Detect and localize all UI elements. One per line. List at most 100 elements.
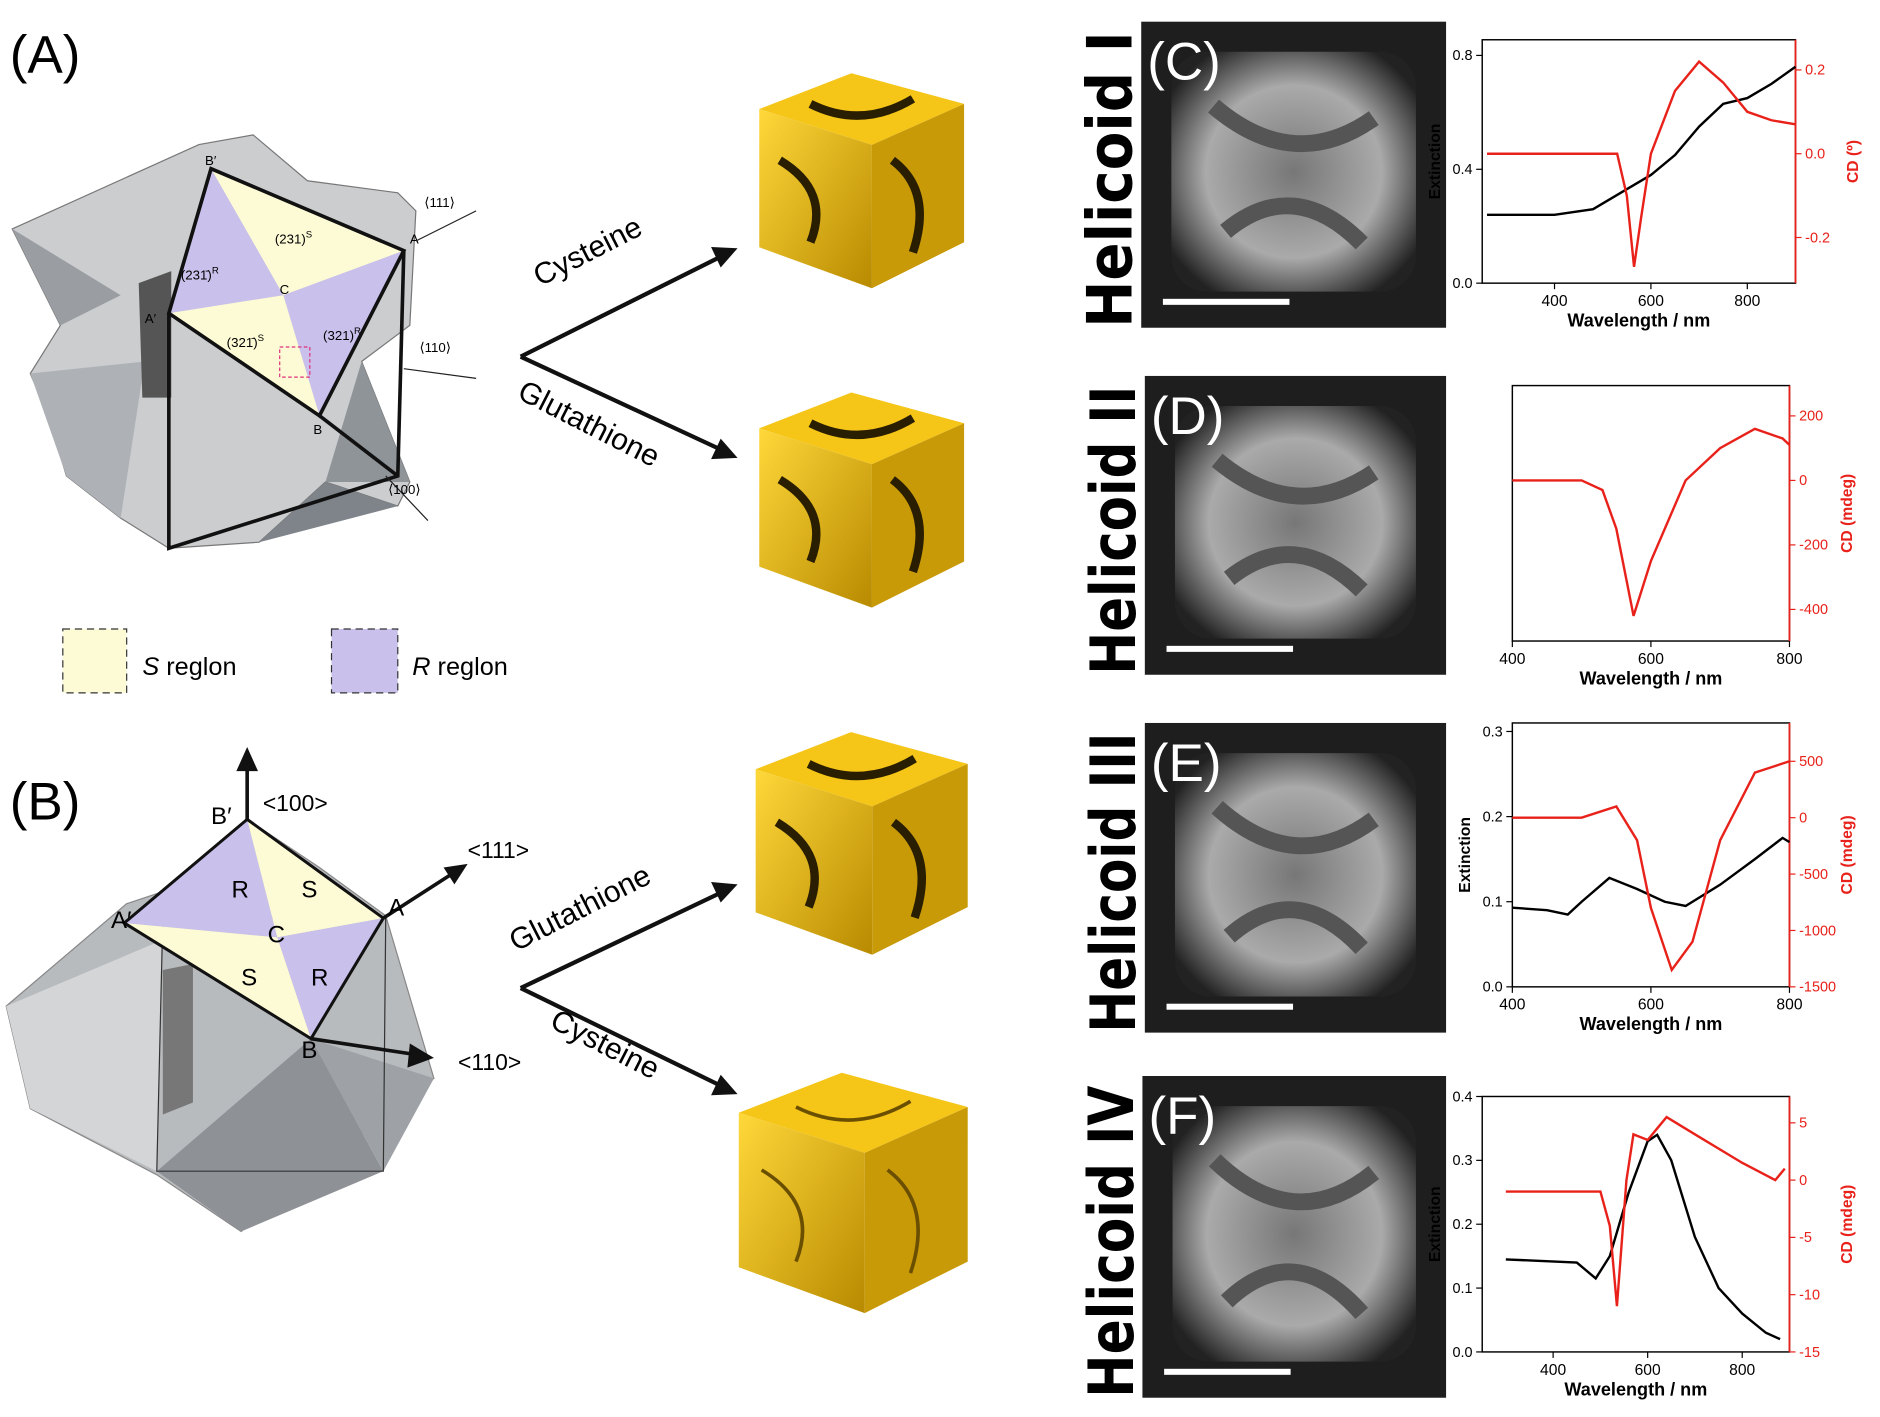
facet <box>156 1038 384 1232</box>
y2-tick-label: 0 <box>1799 1173 1807 1189</box>
x-tick-label: 400 <box>1540 1362 1566 1379</box>
y2-tick-label: -1500 <box>1799 980 1836 996</box>
series-line <box>1512 836 1791 916</box>
plot-frame <box>1511 722 1791 988</box>
branches: Cysteine Glutathione Glutathione Cystein… <box>504 210 738 1096</box>
vertex: A <box>410 231 419 246</box>
sem-texture <box>1208 99 1379 250</box>
series-line <box>1505 1133 1781 1341</box>
r-face <box>168 168 284 314</box>
x-tick-label: 800 <box>1734 293 1760 310</box>
sem-texture <box>1211 453 1379 597</box>
y-tick-label: 0.0 <box>1483 980 1503 996</box>
y-axis-label: Extinction <box>1427 1186 1444 1262</box>
series-line <box>1487 65 1797 217</box>
x-axis-label: Wavelength / nm <box>1579 668 1722 688</box>
y-tick-label: 0.8 <box>1453 48 1473 64</box>
y2-tick-label: -1000 <box>1799 923 1836 939</box>
face-label: (321̄)S <box>227 333 264 350</box>
x-tick-label: 400 <box>1499 997 1525 1014</box>
charts: 400 600 800 Wavelength / nm 0.0 0.4 0.8 Extinct… <box>1427 39 1862 1399</box>
y-tick-label: 0.2 <box>1453 1217 1473 1233</box>
face-label: (321)R <box>323 326 361 343</box>
scale-bar <box>1162 298 1290 305</box>
plot-frame <box>1481 39 1797 284</box>
chart: 400 600 800 Wavelength / nm 0.0 0.1 0.2 0.3 0.4 E… <box>1427 1089 1856 1399</box>
y2-tick-label: 5 <box>1799 1116 1807 1132</box>
s-face <box>247 819 384 938</box>
panel-label: (C) <box>1147 33 1221 92</box>
panel-b: (B) <100> <111> <110> B′ A A′ C B R S S … <box>5 747 530 1233</box>
marker <box>279 346 311 378</box>
cube-top <box>759 392 965 465</box>
x-axis-label: Wavelength / nm <box>1567 311 1710 331</box>
legend-label: S reglon <box>142 653 236 681</box>
y2-tick-label: 0.0 <box>1805 147 1825 163</box>
y-tick-label: 0.0 <box>1453 276 1473 292</box>
helicoid-name: Helicoid IV <box>1075 1085 1148 1397</box>
series-line <box>1487 59 1796 267</box>
face-label: S <box>301 877 317 904</box>
x-tick-label: 600 <box>1638 997 1664 1014</box>
vertex: C <box>268 921 285 948</box>
y-tick-label: 0.1 <box>1453 1281 1473 1297</box>
ligand-label: Glutathione <box>504 859 656 958</box>
vertex: B <box>313 422 322 437</box>
direction-label: ⟨100⟩ <box>388 482 420 497</box>
vertex: C <box>280 282 290 297</box>
y2-tick-label: -400 <box>1799 602 1828 618</box>
y-tick-label: 0.2 <box>1483 809 1503 825</box>
r-face <box>124 819 278 938</box>
scale-bar <box>1164 1368 1291 1375</box>
sem-texture <box>1208 1154 1380 1320</box>
cube-groove <box>777 414 924 574</box>
direction-label: <100> <box>263 790 328 816</box>
vertex: B′ <box>211 803 232 830</box>
cube-groove <box>774 754 926 920</box>
helicoid-name: Helicoid II <box>1077 386 1150 675</box>
y2-tick-label: -15 <box>1799 1345 1820 1361</box>
cube-top <box>738 1072 968 1153</box>
chart: 400 600 800 Wavelength / nm -400 -200 0 200 CD (… <box>1499 384 1856 688</box>
sem-texture <box>1211 800 1379 955</box>
y2-tick-label: -5 <box>1799 1230 1812 1246</box>
vertex: B <box>301 1037 317 1064</box>
vertex: A′ <box>145 311 157 326</box>
facet <box>30 361 145 519</box>
x-axis-label: Wavelength / nm <box>1579 1014 1722 1034</box>
y2-tick-label: -200 <box>1799 538 1828 554</box>
x-tick-label: 400 <box>1541 293 1567 310</box>
outline <box>167 250 406 551</box>
direction-label: <111> <box>468 837 530 863</box>
vertex: A <box>388 895 405 922</box>
arrow-head <box>711 247 738 1096</box>
direction-label: <110> <box>458 1049 521 1075</box>
y-tick-label: 0.0 <box>1453 1345 1473 1361</box>
panel-label: (A) <box>10 25 81 84</box>
x-tick-label: 600 <box>1638 651 1664 668</box>
s-face <box>168 295 320 416</box>
cube-top <box>759 73 965 145</box>
y2-tick-label: -500 <box>1799 867 1828 883</box>
cube-groove <box>760 1099 920 1274</box>
legend: S reglon R reglon <box>62 628 508 694</box>
y2-axis-label: CD (º) <box>1845 140 1862 183</box>
cube-groove <box>777 95 924 254</box>
chart: 400 600 800 Wavelength / nm 0.0 0.1 0.2 0.3 Exti… <box>1457 722 1856 1034</box>
face-label: S <box>241 965 257 992</box>
series-line <box>1512 760 1790 973</box>
panel-label: (F) <box>1148 1087 1216 1146</box>
x-axis-label: Wavelength / nm <box>1564 1379 1707 1399</box>
direction-arrow <box>385 210 477 521</box>
x-tick-label: 400 <box>1499 651 1525 668</box>
facet <box>6 939 163 1172</box>
y2-tick-label: 0 <box>1799 473 1807 489</box>
y-axis-label: Extinction <box>1427 124 1444 200</box>
facet <box>325 361 410 482</box>
y-tick-label: 0.3 <box>1453 1153 1473 1169</box>
y2-tick-label: 0.2 <box>1805 63 1825 79</box>
ligand-label: Cysteine <box>545 1003 664 1086</box>
facet <box>311 1038 434 1172</box>
y2-tick-label: -0.2 <box>1805 230 1830 246</box>
